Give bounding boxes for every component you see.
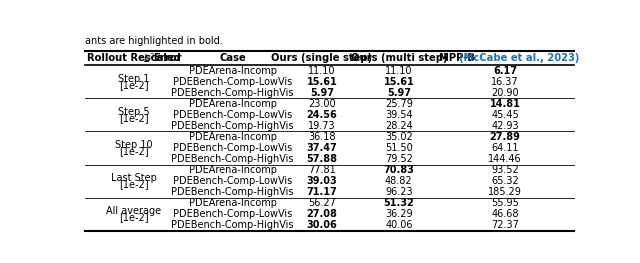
Text: 65.32: 65.32 bbox=[492, 176, 519, 186]
Text: 45.45: 45.45 bbox=[492, 110, 519, 120]
Text: 27.89: 27.89 bbox=[490, 132, 520, 142]
Text: 79.52: 79.52 bbox=[385, 154, 413, 164]
Text: PDEBench-Comp-HighVis: PDEBench-Comp-HighVis bbox=[172, 187, 294, 197]
Text: PDEBench-Comp-HighVis: PDEBench-Comp-HighVis bbox=[172, 220, 294, 230]
Text: 185.29: 185.29 bbox=[488, 187, 522, 197]
Text: 93.52: 93.52 bbox=[492, 165, 519, 175]
Text: Step 1: Step 1 bbox=[118, 73, 150, 84]
Text: PDEBench-Comp-HighVis: PDEBench-Comp-HighVis bbox=[172, 154, 294, 164]
Text: 23.00: 23.00 bbox=[308, 99, 336, 109]
Text: Ours (multi step): Ours (multi step) bbox=[351, 53, 447, 63]
Text: 36.29: 36.29 bbox=[385, 209, 413, 219]
Text: 40.06: 40.06 bbox=[385, 220, 413, 230]
Text: ants are highlighted in bold.: ants are highlighted in bold. bbox=[85, 36, 223, 46]
Text: 5.97: 5.97 bbox=[387, 88, 411, 98]
Text: 144.46: 144.46 bbox=[488, 154, 522, 164]
Text: 15.61: 15.61 bbox=[307, 77, 337, 87]
Text: PDEBench-Comp-LowVis: PDEBench-Comp-LowVis bbox=[173, 176, 292, 186]
Text: Ours (single step): Ours (single step) bbox=[271, 53, 372, 63]
Text: $L^2$: $L^2$ bbox=[143, 51, 156, 65]
Text: PDEArena-Incomp: PDEArena-Incomp bbox=[189, 198, 276, 208]
Text: 70.83: 70.83 bbox=[383, 165, 414, 175]
Text: 19.73: 19.73 bbox=[308, 121, 336, 131]
Text: Error: Error bbox=[153, 53, 181, 63]
Text: 14.81: 14.81 bbox=[490, 99, 520, 109]
Text: PDEBench-Comp-LowVis: PDEBench-Comp-LowVis bbox=[173, 209, 292, 219]
Text: 77.81: 77.81 bbox=[308, 165, 336, 175]
Text: 48.82: 48.82 bbox=[385, 176, 413, 186]
Text: 11.10: 11.10 bbox=[308, 65, 335, 75]
Text: 25.79: 25.79 bbox=[385, 99, 413, 109]
Text: 6.17: 6.17 bbox=[493, 65, 517, 75]
Text: 57.88: 57.88 bbox=[307, 154, 337, 164]
Text: 56.27: 56.27 bbox=[308, 198, 336, 208]
Text: PDEBench-Comp-HighVis: PDEBench-Comp-HighVis bbox=[172, 121, 294, 131]
Text: 35.02: 35.02 bbox=[385, 132, 413, 142]
Text: Rollout Rescaled: Rollout Rescaled bbox=[88, 53, 185, 63]
Text: PDEBench-Comp-LowVis: PDEBench-Comp-LowVis bbox=[173, 110, 292, 120]
Text: [1e-2]: [1e-2] bbox=[119, 113, 148, 123]
Text: PDEArena-Incomp: PDEArena-Incomp bbox=[189, 99, 276, 109]
Text: Step 10: Step 10 bbox=[115, 140, 152, 150]
Text: 28.24: 28.24 bbox=[385, 121, 413, 131]
Text: 30.06: 30.06 bbox=[307, 220, 337, 230]
Text: 11.10: 11.10 bbox=[385, 65, 413, 75]
Text: 71.17: 71.17 bbox=[307, 187, 337, 197]
Text: 64.11: 64.11 bbox=[492, 143, 519, 153]
Text: 46.68: 46.68 bbox=[492, 209, 519, 219]
Text: [1e-2]: [1e-2] bbox=[119, 146, 148, 156]
Text: 5.97: 5.97 bbox=[310, 88, 334, 98]
Text: 72.37: 72.37 bbox=[491, 220, 519, 230]
Text: 51.32: 51.32 bbox=[383, 198, 414, 208]
Text: PDEArena-Incomp: PDEArena-Incomp bbox=[189, 165, 276, 175]
Text: 15.61: 15.61 bbox=[383, 77, 414, 87]
Text: MPP-B: MPP-B bbox=[438, 53, 478, 63]
Text: [1e-2]: [1e-2] bbox=[119, 80, 148, 90]
Text: 42.93: 42.93 bbox=[492, 121, 519, 131]
Text: 39.03: 39.03 bbox=[307, 176, 337, 186]
Text: (McCabe et al., 2023): (McCabe et al., 2023) bbox=[458, 53, 579, 63]
Text: PDEBench-Comp-HighVis: PDEBench-Comp-HighVis bbox=[172, 88, 294, 98]
Text: [1e-2]: [1e-2] bbox=[119, 213, 148, 222]
Text: 39.54: 39.54 bbox=[385, 110, 413, 120]
Text: [1e-2]: [1e-2] bbox=[119, 179, 148, 189]
Text: 51.50: 51.50 bbox=[385, 143, 413, 153]
Text: 37.47: 37.47 bbox=[307, 143, 337, 153]
Text: 16.37: 16.37 bbox=[492, 77, 519, 87]
Text: 27.08: 27.08 bbox=[307, 209, 337, 219]
Text: 20.90: 20.90 bbox=[492, 88, 519, 98]
Text: Last Step: Last Step bbox=[111, 173, 157, 183]
Text: PDEArena-Incomp: PDEArena-Incomp bbox=[189, 132, 276, 142]
Text: Step 5: Step 5 bbox=[118, 107, 150, 117]
Text: PDEBench-Comp-LowVis: PDEBench-Comp-LowVis bbox=[173, 143, 292, 153]
Text: All average: All average bbox=[106, 206, 161, 216]
Text: PDEArena-Incomp: PDEArena-Incomp bbox=[189, 65, 276, 75]
Text: 55.95: 55.95 bbox=[491, 198, 519, 208]
Text: 96.23: 96.23 bbox=[385, 187, 413, 197]
Text: 24.56: 24.56 bbox=[307, 110, 337, 120]
Text: PDEBench-Comp-LowVis: PDEBench-Comp-LowVis bbox=[173, 77, 292, 87]
Text: Case: Case bbox=[220, 53, 246, 63]
Text: 36.18: 36.18 bbox=[308, 132, 335, 142]
